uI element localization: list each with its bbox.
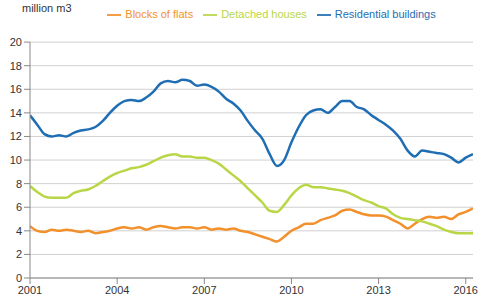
svg-text:2016: 2016 [453,284,477,296]
svg-text:2010: 2010 [279,284,303,296]
svg-text:2: 2 [16,248,22,260]
svg-text:14: 14 [10,107,22,119]
svg-text:20: 20 [10,36,22,48]
html-text:Residential buildings: Residential buildings [334,8,436,20]
svg-text:2001: 2001 [18,284,42,296]
svg-text:2013: 2013 [366,284,390,296]
svg-text:18: 18 [10,60,22,72]
html-text:Detached houses: Detached houses [221,8,307,20]
svg-text:16: 16 [10,83,22,95]
svg-text:2004: 2004 [105,284,129,296]
svg-text:6: 6 [16,201,22,213]
svg-text:4: 4 [16,225,22,237]
svg-text:0: 0 [16,272,22,284]
html-text:Blocks of flats: Blocks of flats [125,8,194,20]
svg-text:2007: 2007 [192,284,216,296]
svg-text:10: 10 [10,154,22,166]
svg-text:12: 12 [10,130,22,142]
svg-text:8: 8 [16,178,22,190]
html-text:million m3: million m3 [22,2,72,14]
